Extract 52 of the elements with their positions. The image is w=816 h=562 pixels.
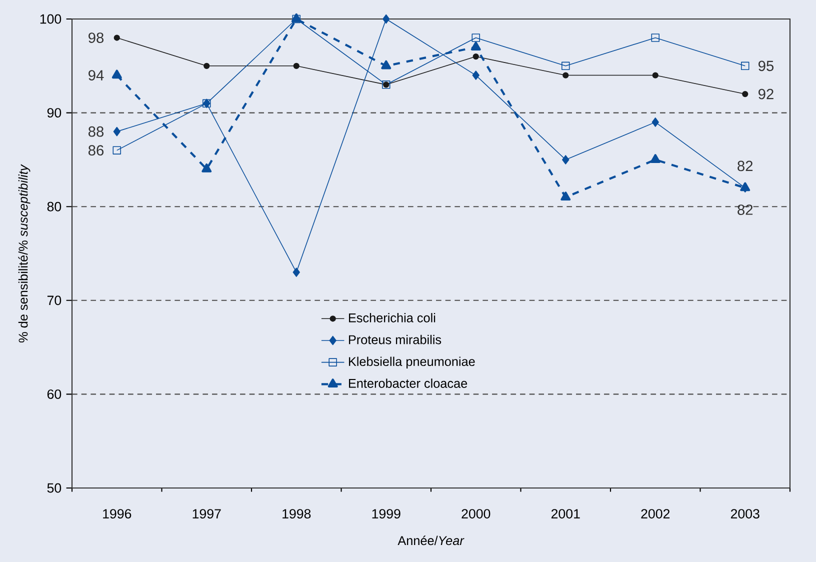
point bbox=[293, 62, 300, 69]
x-axis-title: Année/Year bbox=[398, 536, 464, 546]
legend-label: Escherichia coli bbox=[348, 313, 436, 322]
x-tick-label: 1997 bbox=[192, 509, 221, 519]
point bbox=[112, 146, 122, 154]
point bbox=[114, 34, 120, 41]
point bbox=[113, 126, 120, 136]
point bbox=[650, 154, 660, 164]
point bbox=[742, 90, 748, 98]
point bbox=[652, 118, 659, 127]
data-label: 86 bbox=[88, 145, 104, 156]
y-tick-label: 80 bbox=[47, 202, 62, 212]
x-tick-label: 2001 bbox=[551, 509, 580, 519]
point bbox=[740, 62, 750, 70]
y-tick-label: 60 bbox=[47, 389, 62, 399]
y-tick-label: 100 bbox=[40, 14, 62, 24]
point bbox=[472, 34, 480, 42]
legend-label: Enterobacter cloacae bbox=[348, 378, 468, 388]
x-tick-label: 1996 bbox=[103, 509, 132, 519]
data-label: 98 bbox=[88, 32, 104, 43]
legend-label: Klebsiella pneumoniae bbox=[348, 356, 475, 369]
point bbox=[651, 34, 660, 42]
data-label: 82 bbox=[738, 160, 753, 172]
x-tick-label: 1998 bbox=[282, 509, 311, 519]
point bbox=[472, 70, 480, 80]
point bbox=[472, 53, 479, 60]
point bbox=[562, 72, 569, 78]
point bbox=[561, 62, 570, 70]
data-label: 88 bbox=[88, 126, 104, 137]
data-label: 82 bbox=[738, 204, 753, 215]
point bbox=[204, 62, 210, 69]
point bbox=[112, 70, 122, 79]
point bbox=[560, 192, 571, 201]
x-tick-label: 2003 bbox=[730, 509, 760, 519]
y-tick-label: 90 bbox=[47, 108, 62, 118]
point bbox=[562, 155, 570, 164]
point bbox=[292, 268, 300, 277]
x-tick-label: 1999 bbox=[372, 509, 400, 519]
data-label: 95 bbox=[758, 60, 774, 72]
point bbox=[652, 72, 658, 78]
y-axis-title: % de sensibilité/% susceptibility bbox=[18, 164, 30, 342]
point bbox=[202, 163, 212, 172]
x-tick-label: 2000 bbox=[462, 509, 490, 519]
y-tick-label: 50 bbox=[47, 483, 62, 493]
data-label: 94 bbox=[88, 70, 104, 80]
legend-label: Proteus mirabilis bbox=[348, 334, 442, 344]
point bbox=[470, 42, 481, 50]
point bbox=[382, 14, 390, 24]
data-label: 92 bbox=[758, 88, 774, 100]
x-tick-label: 2002 bbox=[641, 509, 670, 519]
point bbox=[381, 60, 392, 70]
y-tick-label: 70 bbox=[47, 296, 62, 306]
